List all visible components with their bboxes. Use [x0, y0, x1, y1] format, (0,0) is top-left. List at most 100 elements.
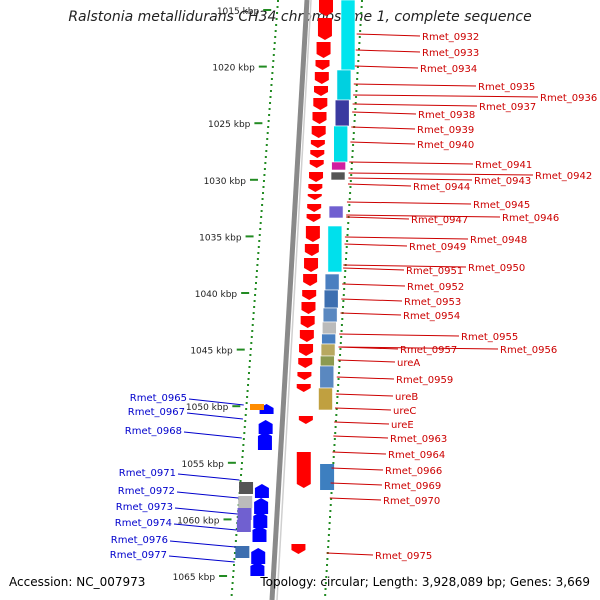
scale-dot [265, 150, 268, 152]
reverse-gene-label[interactable]: Rmet_0976 [111, 535, 168, 546]
forward-gene-label[interactable]: Rmet_0952 [407, 282, 464, 293]
chromosome-backbone [269, 0, 312, 600]
scale-dot [339, 354, 342, 356]
forward-gene-label[interactable]: Rmet_0934 [420, 64, 477, 75]
forward-gene-label[interactable]: Rmet_0942 [535, 171, 592, 182]
scale-dot [330, 492, 333, 494]
scale-dot [347, 210, 350, 212]
forward-gene-label[interactable]: Rmet_0938 [418, 110, 475, 121]
scale-dot [258, 240, 261, 242]
scale-dot [338, 360, 341, 362]
forward-gene-label[interactable]: Rmet_0943 [474, 176, 531, 187]
scale-dot [326, 558, 329, 560]
scale-dot [262, 186, 265, 188]
scale-dot [276, 12, 279, 14]
reverse-gene-label[interactable]: Rmet_0971 [119, 468, 176, 479]
forward-gene-label[interactable]: Rmet_0970 [383, 496, 440, 507]
forward-gene-label[interactable]: Rmet_0936 [540, 93, 597, 104]
label-leader-line [354, 65, 419, 69]
reverse-gene-label[interactable]: Rmet_0967 [128, 407, 185, 418]
scale-dot [336, 402, 339, 404]
label-leader-line [186, 412, 243, 420]
scale-dot [346, 228, 349, 230]
scale-dot [356, 78, 359, 80]
feature-block [324, 273, 340, 291]
scale-dot [273, 48, 276, 50]
forward-gene-label[interactable]: Rmet_0937 [479, 102, 536, 113]
scale-dot [345, 252, 348, 254]
reverse-gene-arrow [253, 512, 268, 528]
forward-gene-label[interactable]: Rmet_0955 [461, 332, 518, 343]
feature-block [320, 464, 335, 490]
reverse-gene-label[interactable]: Rmet_0965 [130, 393, 187, 404]
forward-gene-label[interactable]: ureE [391, 420, 414, 431]
kbp-tick-label: 1055 kbp [181, 460, 224, 470]
scale-dot [264, 162, 267, 164]
scale-dot [270, 78, 273, 80]
forward-gene-label[interactable]: Rmet_0969 [384, 481, 441, 492]
forward-gene-label[interactable]: ureB [395, 392, 418, 403]
forward-gene-label[interactable]: Rmet_0946 [502, 213, 559, 224]
forward-gene-label[interactable]: Rmet_0957 [400, 345, 457, 356]
forward-gene-label[interactable]: Rmet_0956 [500, 345, 557, 356]
forward-gene-label[interactable]: Rmet_0948 [470, 235, 527, 246]
forward-gene-label[interactable]: Rmet_0963 [390, 434, 447, 445]
reverse-gene-label[interactable]: Rmet_0974 [115, 518, 172, 529]
forward-gene-label[interactable]: Rmet_0966 [385, 466, 442, 477]
forward-gene-label[interactable]: Rmet_0935 [478, 82, 535, 93]
forward-gene-label[interactable]: ureC [393, 406, 416, 417]
scale-dot [267, 120, 270, 122]
scale-dot [271, 66, 274, 68]
label-leader-line [343, 267, 405, 271]
scale-dot [254, 288, 257, 290]
forward-gene-label[interactable]: ureA [397, 358, 420, 369]
forward-gene-label[interactable]: Rmet_0941 [475, 160, 532, 171]
forward-gene-label[interactable]: Rmet_0949 [409, 242, 466, 253]
feature-block [250, 404, 264, 410]
forward-gene-label[interactable]: Rmet_0932 [422, 32, 479, 43]
forward-gene-arrow [306, 214, 321, 222]
forward-gene-label[interactable]: Rmet_0950 [468, 263, 525, 274]
forward-gene-arrow [309, 172, 324, 182]
forward-gene-label[interactable]: Rmet_0945 [473, 200, 530, 211]
label-leader-line [329, 497, 382, 501]
scale-dot [267, 126, 270, 128]
forward-gene-arrow [298, 416, 313, 424]
scale-dot [246, 396, 249, 398]
label-leader-line [334, 407, 392, 411]
scale-dot [329, 516, 332, 518]
scale-dot [252, 312, 255, 314]
forward-gene-label[interactable]: Rmet_0964 [388, 450, 445, 461]
forward-gene-arrow [312, 112, 327, 124]
forward-gene-label[interactable]: Rmet_0940 [417, 140, 474, 151]
scale-dot [271, 72, 274, 74]
scale-dot [248, 360, 251, 362]
reverse-gene-label[interactable]: Rmet_0973 [116, 502, 173, 513]
label-leader-line [344, 243, 408, 247]
scale-dot [245, 408, 248, 410]
forward-gene-label[interactable]: Rmet_0953 [404, 297, 461, 308]
label-leader-line [346, 201, 472, 205]
reverse-gene-label[interactable]: Rmet_0977 [110, 550, 167, 561]
forward-gene-label[interactable]: Rmet_0951 [406, 266, 463, 277]
scale-dot [232, 570, 235, 572]
forward-gene-label[interactable]: Rmet_0944 [413, 182, 470, 193]
reverse-gene-label[interactable]: Rmet_0972 [118, 486, 175, 497]
scale-dot [356, 72, 359, 74]
forward-gene-label[interactable]: Rmet_0947 [411, 215, 468, 226]
forward-gene-label[interactable]: Rmet_0933 [422, 48, 479, 59]
feature-block [318, 387, 333, 411]
forward-gene-label[interactable]: Rmet_0954 [403, 311, 460, 322]
reverse-gene-arrow [254, 498, 269, 514]
forward-gene-label[interactable]: Rmet_0975 [375, 551, 432, 562]
scale-dot [358, 36, 361, 38]
label-leader-line [333, 435, 389, 439]
reverse-gene-label[interactable]: Rmet_0968 [125, 426, 182, 437]
forward-gene-arrow [304, 258, 319, 272]
forward-gene-label[interactable]: Rmet_0959 [396, 375, 453, 386]
forward-gene-label[interactable]: Rmet_0939 [417, 125, 474, 136]
forward-gene-arrow [309, 160, 324, 168]
scale-dot [359, 30, 362, 32]
scale-dot [332, 462, 335, 464]
